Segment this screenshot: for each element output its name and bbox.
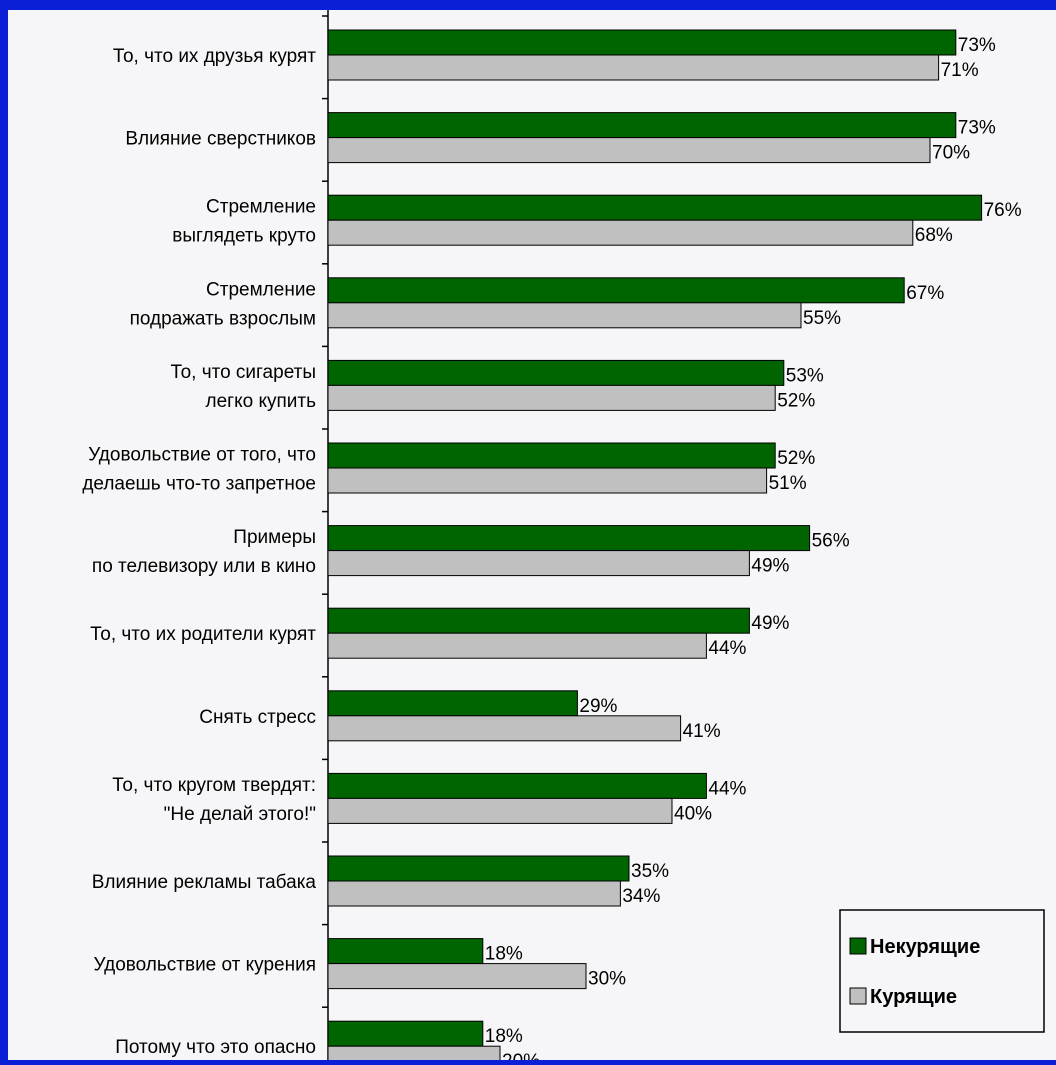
bar-nonsmokers [327, 525, 811, 552]
data-label-nonsmokers: 35% [631, 861, 669, 882]
data-label-nonsmokers: 18% [485, 1026, 523, 1047]
bar-nonsmokers [327, 938, 484, 965]
bar-smokers [327, 384, 776, 411]
bar-smokers [327, 715, 682, 742]
category-label: Удовольствие от курения [94, 955, 316, 976]
data-label-smokers: 71% [941, 60, 979, 81]
data-label-nonsmokers: 73% [958, 35, 996, 56]
data-label-smokers: 51% [769, 473, 807, 494]
bar-nonsmokers [327, 29, 957, 56]
legend-label-smokers: Курящие [870, 986, 957, 1008]
category-label: Влияние сверстников [125, 129, 316, 150]
data-label-nonsmokers: 76% [984, 200, 1022, 221]
data-label-nonsmokers: 44% [708, 778, 746, 799]
bar-smokers [327, 467, 768, 494]
category-label: Влияние рекламы табака [92, 872, 317, 893]
category-label: "Не делай этого!" [164, 804, 316, 825]
bar-nonsmokers [327, 112, 957, 139]
bar-nonsmokers [327, 277, 905, 304]
data-label-nonsmokers: 56% [812, 531, 850, 552]
bar-smokers [327, 219, 914, 246]
data-label-smokers: 68% [915, 225, 953, 246]
category-label: выглядеть круто [172, 226, 316, 247]
category-label: То, что кругом твердят: [112, 775, 316, 796]
data-label-smokers: 52% [777, 390, 815, 411]
data-label-nonsmokers: 67% [906, 283, 944, 304]
category-label: То, что их родители курят [90, 624, 316, 645]
data-label-smokers: 55% [803, 308, 841, 329]
data-label-smokers: 70% [932, 143, 970, 164]
data-label-nonsmokers: 52% [777, 448, 815, 469]
bar-smokers [327, 963, 587, 990]
data-label-smokers: 30% [588, 969, 626, 990]
legend-swatch-smokers [849, 987, 867, 1005]
data-label-smokers: 41% [683, 721, 721, 742]
bar-nonsmokers [327, 855, 630, 882]
data-label-nonsmokers: 18% [485, 944, 523, 965]
category-label: делаешь что-то запретное [82, 474, 316, 495]
data-label-smokers: 20% [502, 1051, 540, 1060]
legend-label-nonsmokers: Некурящие [870, 936, 980, 958]
bar-smokers [327, 550, 750, 577]
bar-smokers [327, 880, 621, 907]
category-label: Примеры [233, 527, 316, 548]
legend-swatch-nonsmokers [849, 937, 867, 955]
data-label-smokers: 40% [674, 803, 712, 824]
bar-nonsmokers [327, 442, 776, 469]
data-label-smokers: 34% [622, 886, 660, 907]
chart-panel: 73% 71% То, что их друзья курят 73% 70% Влиян… [8, 10, 1056, 1065]
bar-nonsmokers [327, 772, 707, 799]
bar-nonsmokers [327, 359, 785, 386]
bar-smokers [327, 797, 673, 824]
bar-smokers [327, 1045, 501, 1065]
legend-box [839, 909, 1045, 1033]
data-label-nonsmokers: 53% [786, 365, 824, 386]
category-label: То, что их друзья курят [113, 46, 316, 67]
category-label: Удовольствие от того, что [88, 445, 316, 466]
data-label-smokers: 44% [708, 638, 746, 659]
data-label-smokers: 49% [751, 556, 789, 577]
category-label: Снять стресс [199, 707, 316, 728]
bar-smokers [327, 137, 931, 164]
bar-smokers [327, 632, 707, 659]
bar-nonsmokers [327, 690, 578, 717]
bar-smokers [327, 302, 802, 329]
data-label-nonsmokers: 49% [751, 613, 789, 634]
bar-smokers [327, 54, 940, 81]
bar-chart: 73% 71% То, что их друзья курят 73% 70% Влиян… [82, 10, 1045, 1065]
category-label: Стремление [206, 197, 316, 218]
bar-nonsmokers [327, 194, 983, 221]
category-label: по телевизору или в кино [92, 556, 316, 577]
data-label-nonsmokers: 29% [579, 696, 617, 717]
category-label: Стремление [206, 279, 316, 300]
bar-nonsmokers [327, 1020, 484, 1047]
category-label: легко купить [206, 391, 317, 412]
data-label-nonsmokers: 73% [958, 118, 996, 139]
category-label: Потому что это опасно [115, 1037, 316, 1058]
category-label: подражать взрослым [130, 308, 316, 329]
category-label: То, что сигареты [170, 362, 316, 383]
bar-nonsmokers [327, 607, 750, 634]
